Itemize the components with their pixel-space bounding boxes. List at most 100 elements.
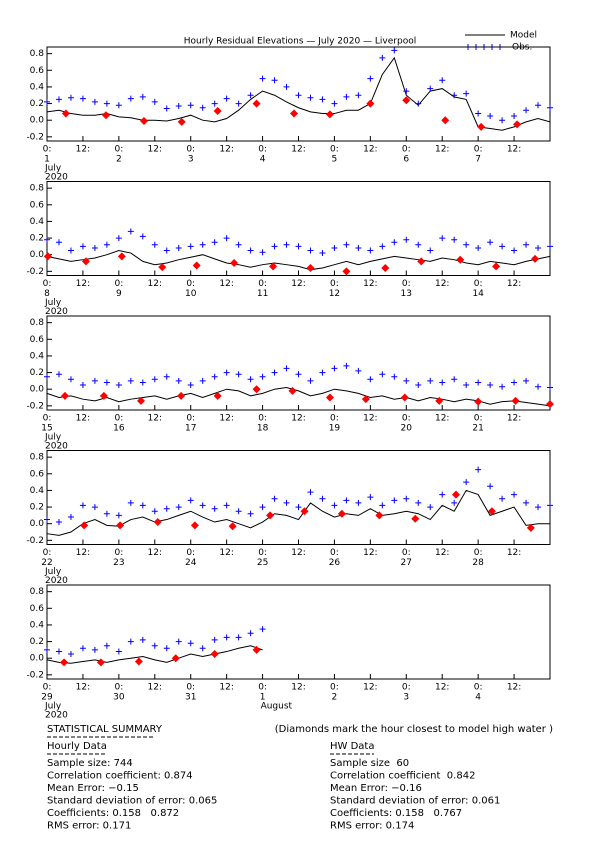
- obs-point: [67, 94, 74, 101]
- section-title: HW Data: [330, 741, 374, 752]
- hw-diamond: [477, 122, 486, 131]
- year-label: 2020: [45, 576, 68, 586]
- obs-point: [427, 85, 434, 92]
- obs-point: [67, 514, 74, 521]
- obs-point: [271, 243, 278, 250]
- month-label: July: [44, 567, 62, 577]
- obs-point: [463, 241, 470, 248]
- y-tick-label: 0.8: [30, 453, 45, 463]
- obs-point: [199, 241, 206, 248]
- x-tick-label: 0:: [258, 548, 267, 558]
- hw-diamond: [252, 385, 261, 394]
- obs-point: [439, 235, 446, 242]
- x-tick-label: 12:: [435, 414, 449, 424]
- obs-point: [79, 243, 86, 250]
- obs-point: [535, 102, 542, 109]
- obs-point: [391, 497, 398, 504]
- day-label: 28: [472, 558, 484, 568]
- hw-diamond: [210, 650, 219, 659]
- obs-point: [55, 239, 62, 246]
- obs-point: [511, 379, 518, 386]
- obs-point: [211, 373, 218, 380]
- hw-diamond: [325, 393, 334, 402]
- hw-diamond: [81, 257, 90, 266]
- day-label: 14: [472, 289, 484, 299]
- day-label: 9: [116, 289, 122, 299]
- hw-diamond: [402, 96, 411, 105]
- obs-point: [127, 499, 134, 506]
- obs-point: [439, 77, 446, 84]
- x-tick-label: 0:: [330, 145, 339, 155]
- obs-point: [151, 241, 158, 248]
- hw-diamond: [474, 397, 483, 406]
- x-tick-label: 12:: [363, 683, 377, 693]
- x-tick-label: 0:: [474, 279, 483, 289]
- y-tick-label: -0.2: [26, 267, 44, 277]
- day-label: 22: [41, 558, 52, 568]
- obs-point: [415, 241, 422, 248]
- obs-point: [499, 383, 506, 390]
- model-line: [46, 250, 551, 271]
- obs-point: [331, 245, 338, 252]
- obs-point: [211, 239, 218, 246]
- obs-point: [271, 77, 278, 84]
- obs-point: [547, 502, 553, 509]
- obs-point: [211, 505, 218, 512]
- summary-line: Coefficients: 0.158 0.872: [47, 808, 179, 819]
- obs-point: [247, 247, 254, 254]
- obs-point: [427, 247, 434, 254]
- hw-diamond: [381, 264, 390, 273]
- obs-point: [115, 512, 122, 519]
- obs-point: [403, 495, 410, 502]
- x-tick-label: 12:: [148, 279, 162, 289]
- x-tick-label: 12:: [363, 548, 377, 558]
- obs-point: [307, 247, 314, 254]
- hw-diamond: [213, 107, 222, 116]
- hw-diamond: [375, 511, 384, 520]
- obs-point: [511, 113, 518, 120]
- y-tick-label: 0.4: [30, 486, 45, 496]
- x-tick-label: 12:: [76, 683, 90, 693]
- plot-frame: [46, 450, 551, 545]
- summary-note: (Diamonds mark the hour closest to model…: [275, 724, 553, 735]
- obs-point: [535, 504, 542, 511]
- obs-point: [391, 239, 398, 246]
- obs-point: [175, 638, 182, 645]
- hw-diamond: [337, 509, 346, 518]
- obs-point: [451, 92, 458, 99]
- x-tick-label: 12:: [291, 279, 305, 289]
- obs-point: [163, 247, 170, 254]
- hw-diamond: [117, 252, 126, 261]
- obs-point: [199, 502, 206, 509]
- x-tick-label: 0:: [114, 548, 123, 558]
- obs-point: [355, 367, 362, 374]
- x-tick-label: 12:: [363, 414, 377, 424]
- obs-point: [439, 379, 446, 386]
- day-label: 3: [188, 155, 194, 165]
- obs-point: [463, 90, 470, 97]
- obs-point: [175, 377, 182, 384]
- x-tick-label: 12:: [507, 279, 521, 289]
- y-tick-label: -0.2: [26, 536, 44, 546]
- obs-point: [211, 636, 218, 643]
- obs-point: [187, 243, 194, 250]
- x-tick-label: 12:: [148, 548, 162, 558]
- day-label: 4: [260, 155, 266, 165]
- hw-diamond: [531, 254, 540, 263]
- obs-point: [223, 95, 230, 102]
- y-tick-label: 0.4: [30, 217, 45, 227]
- x-tick-label: 0:: [43, 414, 52, 424]
- obs-point: [283, 499, 290, 506]
- obs-point: [223, 502, 230, 509]
- x-tick-label: 0:: [474, 145, 483, 155]
- x-tick-label: 12:: [76, 414, 90, 424]
- y-tick-label: -0.2: [26, 670, 44, 680]
- x-tick-label: 12:: [76, 548, 90, 558]
- obs-point: [511, 247, 518, 254]
- obs-point: [319, 96, 326, 103]
- obs-point: [463, 479, 470, 486]
- hw-diamond: [140, 117, 149, 126]
- day-label: 8: [44, 289, 50, 299]
- x-tick-label: 0:: [474, 414, 483, 424]
- day-label: 6: [403, 155, 409, 165]
